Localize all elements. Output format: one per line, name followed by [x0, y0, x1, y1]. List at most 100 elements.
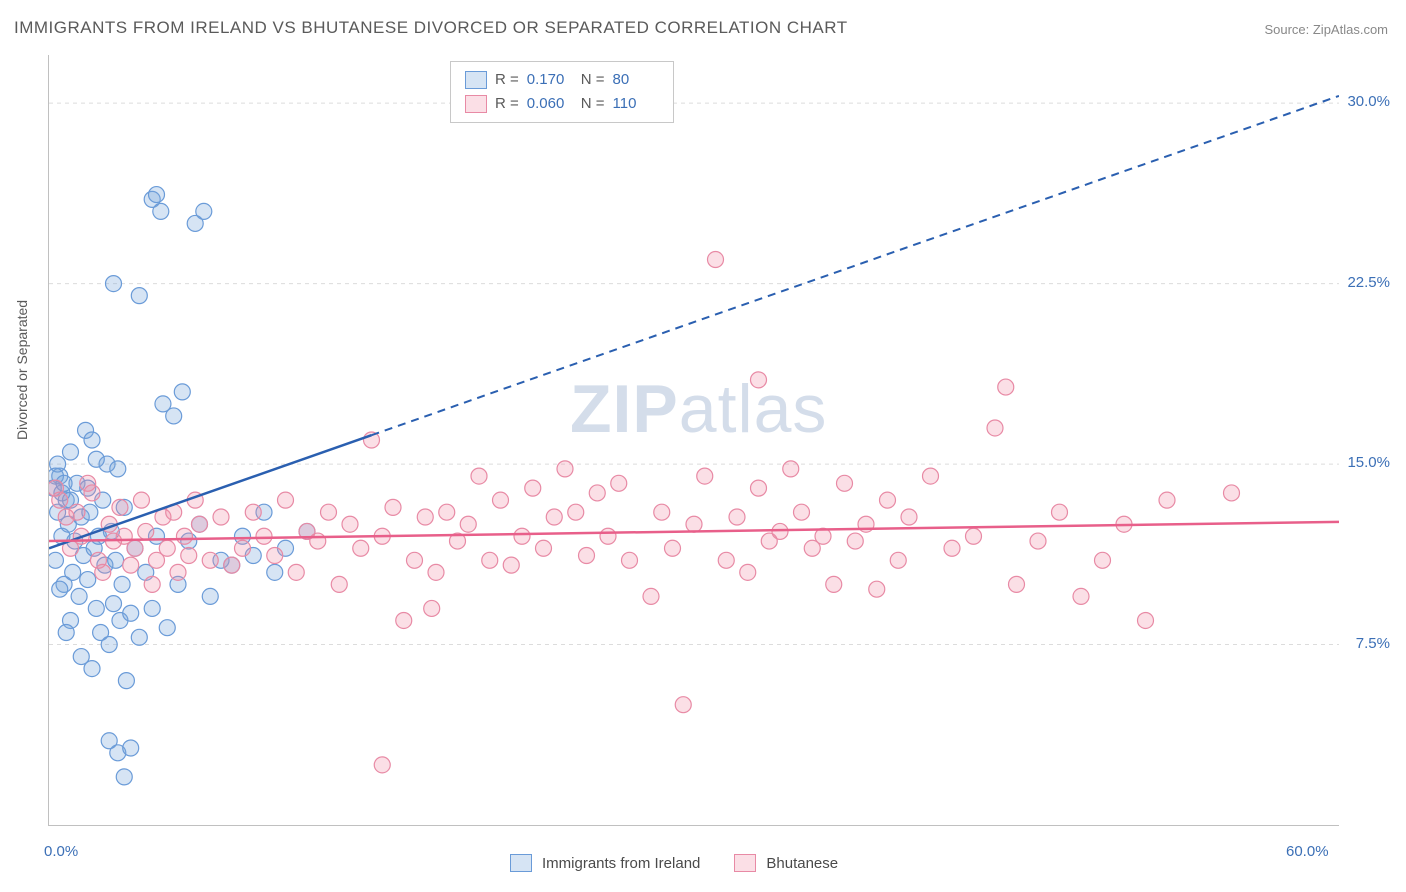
- data-point-bhutanese: [256, 528, 272, 544]
- data-point-bhutanese: [686, 516, 702, 532]
- data-point-bhutanese: [342, 516, 358, 532]
- data-point-bhutanese: [482, 552, 498, 568]
- data-point-ireland: [101, 733, 117, 749]
- data-point-ireland: [159, 620, 175, 636]
- legend-label: Immigrants from Ireland: [542, 855, 700, 872]
- data-point-bhutanese: [665, 540, 681, 556]
- data-point-bhutanese: [224, 557, 240, 573]
- data-point-bhutanese: [600, 528, 616, 544]
- data-point-bhutanese: [288, 564, 304, 580]
- data-point-bhutanese: [374, 757, 390, 773]
- data-point-ireland: [84, 661, 100, 677]
- data-point-bhutanese: [213, 509, 229, 525]
- source-label: Source: ZipAtlas.com: [1264, 22, 1388, 37]
- data-point-bhutanese: [847, 533, 863, 549]
- data-point-bhutanese: [1159, 492, 1175, 508]
- data-point-bhutanese: [503, 557, 519, 573]
- data-point-ireland: [80, 572, 96, 588]
- data-point-bhutanese: [944, 540, 960, 556]
- data-point-bhutanese: [192, 516, 208, 532]
- data-point-bhutanese: [112, 499, 128, 515]
- data-point-bhutanese: [718, 552, 734, 568]
- data-point-ireland: [58, 625, 74, 641]
- data-point-ireland: [88, 600, 104, 616]
- data-point-bhutanese: [267, 548, 283, 564]
- data-point-bhutanese: [568, 504, 584, 520]
- data-point-bhutanese: [837, 475, 853, 491]
- data-point-ireland: [71, 588, 87, 604]
- data-point-bhutanese: [331, 576, 347, 592]
- data-point-ireland: [174, 384, 190, 400]
- data-point-ireland: [267, 564, 283, 580]
- data-point-bhutanese: [407, 552, 423, 568]
- legend-stat-row-ireland: R =0.170N =80: [465, 68, 659, 92]
- chart-container: IMMIGRANTS FROM IRELAND VS BHUTANESE DIV…: [0, 0, 1406, 892]
- data-point-bhutanese: [611, 475, 627, 491]
- data-point-bhutanese: [159, 540, 175, 556]
- data-point-bhutanese: [643, 588, 659, 604]
- data-point-bhutanese: [987, 420, 1003, 436]
- y-tick-label: 7.5%: [1330, 635, 1390, 652]
- data-point-bhutanese: [1030, 533, 1046, 549]
- data-point-bhutanese: [69, 504, 85, 520]
- trendline-dash-ireland: [372, 96, 1340, 435]
- data-point-bhutanese: [514, 528, 530, 544]
- legend-stats: R =0.170N =80R =0.060N =110: [450, 61, 674, 123]
- data-point-ireland: [108, 552, 124, 568]
- y-axis-label: Divorced or Separated: [14, 300, 30, 440]
- legend-series: Immigrants from IrelandBhutanese: [510, 854, 862, 872]
- legend-swatch-icon: [465, 71, 487, 89]
- data-point-ireland: [65, 564, 81, 580]
- data-point-bhutanese: [654, 504, 670, 520]
- data-point-bhutanese: [536, 540, 552, 556]
- data-point-bhutanese: [353, 540, 369, 556]
- data-point-bhutanese: [1224, 485, 1240, 501]
- data-point-ireland: [48, 552, 63, 568]
- data-point-ireland: [106, 276, 122, 292]
- data-point-bhutanese: [460, 516, 476, 532]
- data-point-ireland: [63, 444, 79, 460]
- y-tick-label: 15.0%: [1330, 454, 1390, 471]
- data-point-bhutanese: [783, 461, 799, 477]
- data-point-bhutanese: [751, 480, 767, 496]
- data-point-bhutanese: [144, 576, 160, 592]
- data-point-bhutanese: [310, 533, 326, 549]
- data-point-bhutanese: [1095, 552, 1111, 568]
- data-point-ireland: [106, 596, 122, 612]
- x-tick-label: 0.0%: [44, 843, 78, 860]
- data-point-bhutanese: [138, 523, 154, 539]
- data-point-bhutanese: [321, 504, 337, 520]
- data-point-bhutanese: [1073, 588, 1089, 604]
- data-point-bhutanese: [880, 492, 896, 508]
- data-point-bhutanese: [675, 697, 691, 713]
- data-point-bhutanese: [708, 252, 724, 268]
- data-point-bhutanese: [235, 540, 251, 556]
- data-point-bhutanese: [84, 485, 100, 501]
- data-point-bhutanese: [901, 509, 917, 525]
- data-point-bhutanese: [127, 540, 143, 556]
- data-point-bhutanese: [123, 557, 139, 573]
- data-point-bhutanese: [471, 468, 487, 484]
- data-point-ireland: [110, 461, 126, 477]
- data-point-bhutanese: [176, 528, 192, 544]
- data-point-ireland: [144, 600, 160, 616]
- data-point-bhutanese: [385, 499, 401, 515]
- data-point-bhutanese: [998, 379, 1014, 395]
- legend-swatch-icon: [465, 95, 487, 113]
- data-point-ireland: [116, 769, 132, 785]
- data-point-bhutanese: [1052, 504, 1068, 520]
- data-point-ireland: [52, 581, 68, 597]
- data-point-ireland: [123, 605, 139, 621]
- data-point-ireland: [123, 740, 139, 756]
- data-point-bhutanese: [52, 492, 68, 508]
- data-point-ireland: [131, 288, 147, 304]
- legend-swatch-icon: [734, 854, 756, 872]
- data-point-bhutanese: [890, 552, 906, 568]
- data-point-bhutanese: [1138, 612, 1154, 628]
- data-point-ireland: [88, 451, 104, 467]
- data-point-bhutanese: [546, 509, 562, 525]
- data-point-bhutanese: [589, 485, 605, 501]
- data-point-bhutanese: [826, 576, 842, 592]
- data-point-ireland: [149, 187, 165, 203]
- data-point-bhutanese: [525, 480, 541, 496]
